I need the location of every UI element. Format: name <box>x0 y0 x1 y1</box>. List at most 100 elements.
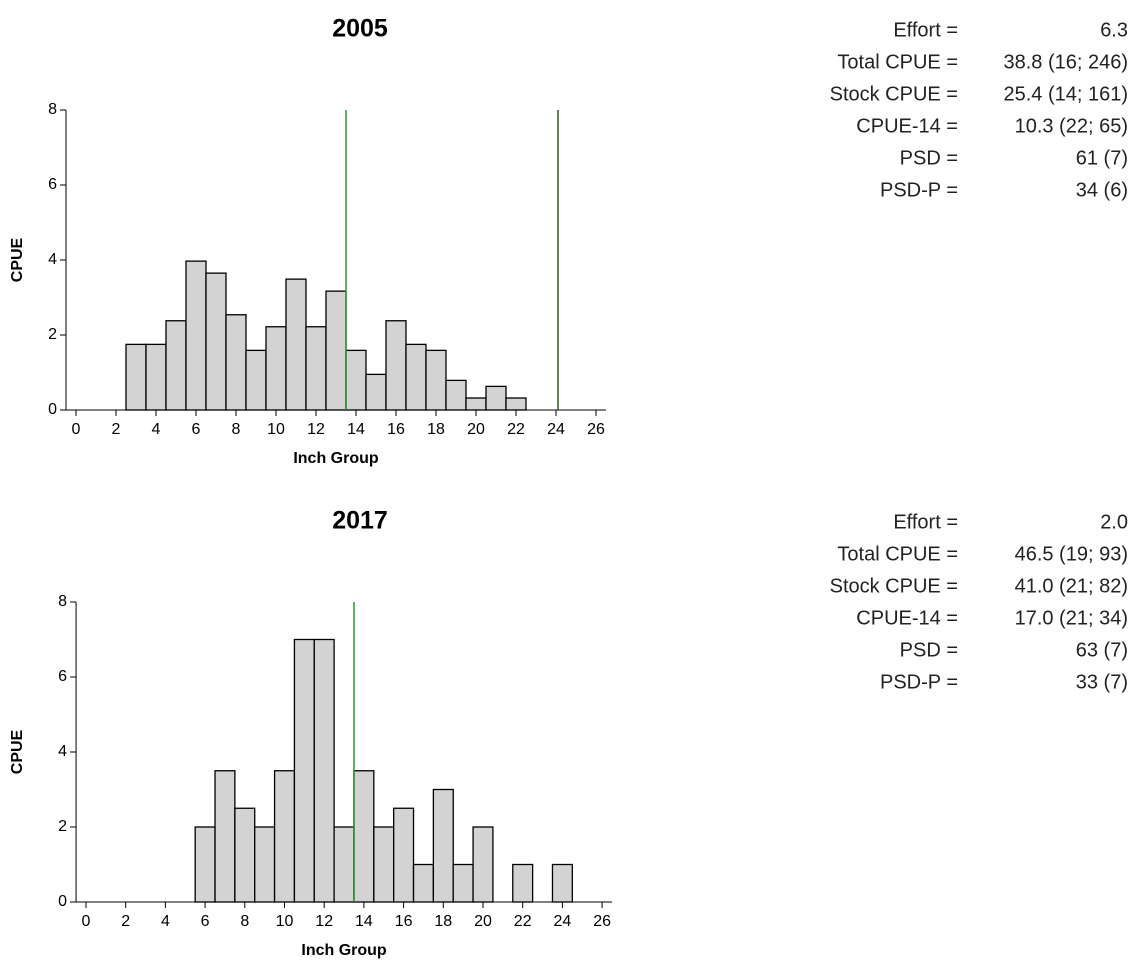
y-tick-label: 6 <box>58 668 67 685</box>
stat-value: 2.0 <box>1100 511 1128 533</box>
bar <box>205 272 227 411</box>
x-tick-label: 8 <box>240 913 249 930</box>
y-tick-label: 0 <box>48 401 57 418</box>
x-tick-label: 24 <box>554 913 572 930</box>
stat-value: 10.3 (22; 65) <box>1015 115 1128 137</box>
x-tick-label: 8 <box>232 421 241 438</box>
x-tick-label: 10 <box>267 421 285 438</box>
stat-value: 41.0 (21; 82) <box>1015 575 1128 597</box>
y-tick-label: 8 <box>58 593 67 610</box>
x-axis-label: Inch Group <box>293 450 379 467</box>
x-tick-label: 20 <box>467 421 485 438</box>
stat-label: CPUE-14 = <box>856 607 958 629</box>
stat-value: 38.8 (16; 246) <box>1003 51 1128 73</box>
bar <box>313 638 335 903</box>
bar <box>234 807 256 903</box>
bar <box>405 343 427 411</box>
chart-title: 2017 <box>332 507 388 535</box>
stat-value: 63 (7) <box>1076 639 1128 661</box>
stat-label: PSD = <box>900 639 958 661</box>
bar <box>305 326 327 411</box>
y-tick-label: 2 <box>58 818 67 835</box>
stat-label: Stock CPUE = <box>830 83 958 105</box>
stat-value: 61 (7) <box>1076 147 1128 169</box>
bar <box>505 397 527 411</box>
y-tick-label: 0 <box>58 893 67 910</box>
y-axis-label: CPUE <box>9 237 26 282</box>
x-tick-label: 24 <box>547 421 565 438</box>
bar <box>465 397 487 411</box>
stat-label: Total CPUE = <box>837 51 958 73</box>
bar <box>165 320 187 411</box>
bar <box>125 343 147 411</box>
x-tick-label: 18 <box>434 913 452 930</box>
bar <box>225 314 247 411</box>
stat-label: Total CPUE = <box>837 543 958 565</box>
x-tick-label: 20 <box>474 913 492 930</box>
bar <box>245 349 267 411</box>
stat-value: 25.4 (14; 161) <box>1003 83 1128 105</box>
bar <box>214 770 236 903</box>
bar <box>285 278 307 411</box>
bar <box>345 349 367 411</box>
x-tick-label: 2 <box>112 421 121 438</box>
x-tick-label: 14 <box>347 421 365 438</box>
x-tick-label: 12 <box>307 421 325 438</box>
bar <box>365 373 387 411</box>
x-tick-label: 22 <box>514 913 532 930</box>
bar <box>472 826 494 903</box>
bar <box>194 826 216 903</box>
y-tick-label: 4 <box>58 743 67 760</box>
bar <box>145 343 167 411</box>
bar <box>445 379 467 411</box>
bar <box>512 863 534 903</box>
bar <box>325 290 347 411</box>
x-tick-label: 6 <box>192 421 201 438</box>
bar <box>373 826 395 903</box>
bar <box>425 349 447 411</box>
stat-label: PSD = <box>900 147 958 169</box>
stat-label: PSD-P = <box>880 671 958 693</box>
x-tick-label: 16 <box>395 913 413 930</box>
bar <box>551 863 573 903</box>
bar <box>385 320 407 411</box>
stat-label: Effort = <box>893 19 958 41</box>
x-tick-label: 4 <box>161 913 170 930</box>
x-tick-label: 2 <box>121 913 130 930</box>
x-tick-label: 18 <box>427 421 445 438</box>
x-tick-label: 10 <box>276 913 294 930</box>
x-tick-label: 16 <box>387 421 405 438</box>
x-tick-label: 22 <box>507 421 525 438</box>
bar <box>485 385 507 411</box>
stat-label: Effort = <box>893 511 958 533</box>
x-tick-label: 26 <box>593 913 611 930</box>
y-tick-label: 6 <box>48 176 57 193</box>
x-tick-label: 0 <box>72 421 81 438</box>
stat-value: 46.5 (19; 93) <box>1015 543 1128 565</box>
stat-value: 33 (7) <box>1076 671 1128 693</box>
stat-label: PSD-P = <box>880 179 958 201</box>
x-tick-label: 6 <box>201 913 210 930</box>
bar <box>333 826 355 903</box>
x-tick-label: 4 <box>152 421 161 438</box>
x-tick-label: 0 <box>82 913 91 930</box>
y-axis-label: CPUE <box>9 729 26 774</box>
x-tick-label: 14 <box>355 913 373 930</box>
bar <box>273 770 296 903</box>
y-tick-label: 4 <box>48 251 57 268</box>
stat-label: Stock CPUE = <box>830 575 958 597</box>
stat-value: 17.0 (21; 34) <box>1015 607 1128 629</box>
stat-value: 34 (6) <box>1076 179 1128 201</box>
chart-title: 2005 <box>332 15 388 43</box>
bar <box>393 807 415 903</box>
bar <box>254 826 276 903</box>
stat-label: CPUE-14 = <box>856 115 958 137</box>
bar <box>265 326 287 411</box>
bar <box>353 770 375 903</box>
bar <box>412 863 435 903</box>
bar <box>452 863 474 903</box>
y-tick-label: 2 <box>48 326 57 343</box>
stat-value: 6.3 <box>1100 19 1128 41</box>
